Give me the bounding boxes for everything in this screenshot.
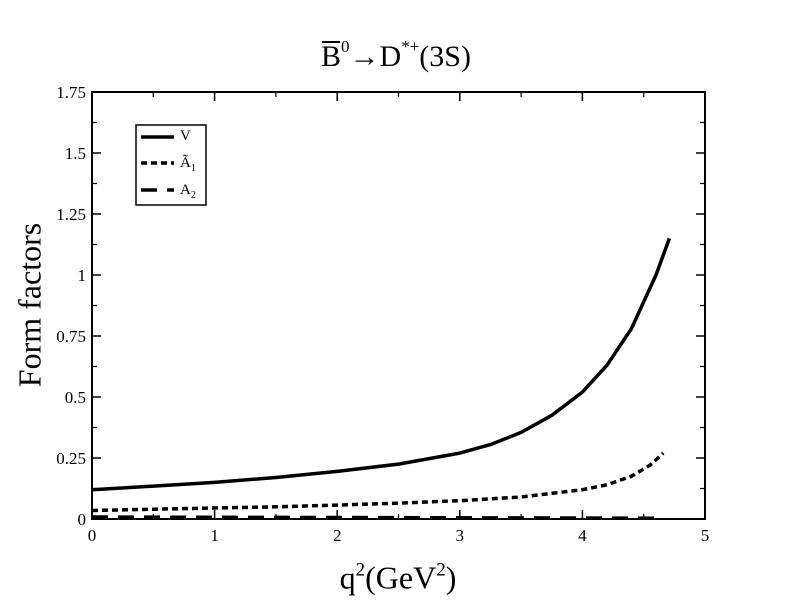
x-tick-label: 3 bbox=[456, 526, 465, 545]
x-axis-label-base: q bbox=[339, 559, 356, 596]
y-tick-label: 1.75 bbox=[56, 83, 86, 102]
y-tick-label: 1.25 bbox=[56, 205, 86, 224]
x-axis-label-unit-open: (GeV bbox=[365, 559, 437, 596]
legend-label-v-name: V bbox=[180, 128, 191, 144]
legend-label-a1-sub: 1 bbox=[190, 163, 196, 174]
x-axis-label-sup: 2 bbox=[355, 559, 366, 581]
x-axis-label: q2(GeV2) bbox=[340, 560, 457, 597]
x-tick-label: 5 bbox=[701, 526, 710, 545]
series-line-1 bbox=[91, 237, 672, 492]
legend-label-a1-name: Ã bbox=[180, 155, 191, 171]
chart-title: B0→D*+(3S) bbox=[0, 37, 792, 74]
x-tick-label: 2 bbox=[333, 526, 342, 545]
legend-label-a2-sub: 2 bbox=[190, 190, 196, 201]
title-parent-sup: 0 bbox=[341, 37, 350, 56]
legend-label-v: V bbox=[180, 128, 191, 144]
x-axis-label-unit-sup: 2 bbox=[436, 559, 446, 581]
x-tick-label: 0 bbox=[88, 526, 97, 545]
y-tick-label: 0.25 bbox=[56, 449, 86, 468]
title-state: (3S) bbox=[419, 40, 471, 73]
legend-label-a2: A2 bbox=[180, 182, 196, 201]
series-line-2 bbox=[91, 451, 665, 513]
legend-label-a2-name: A bbox=[180, 182, 191, 198]
title-parent: B bbox=[321, 40, 342, 73]
x-axis-label-unit-close: ) bbox=[445, 559, 457, 596]
y-tick-label: 0.5 bbox=[65, 388, 86, 407]
x-tick-label: 1 bbox=[210, 526, 219, 545]
title-daughter-sup: *+ bbox=[401, 37, 420, 56]
x-tick-label: 4 bbox=[578, 526, 587, 545]
legend-lines bbox=[135, 124, 207, 206]
title-daughter: D bbox=[379, 40, 402, 73]
legend-label-a1: Ã1 bbox=[180, 155, 196, 174]
y-tick-label: 0.75 bbox=[56, 327, 86, 346]
axis-ticks: 0 1 2 3 4 5 0 0.25 0.5 0.75 1 1.25 1.5 1.75 bbox=[56, 83, 709, 545]
series-lines bbox=[91, 237, 672, 521]
y-tick-label: 1 bbox=[78, 266, 87, 285]
y-tick-label: 0 bbox=[78, 510, 87, 529]
legend-box bbox=[135, 124, 207, 206]
y-tick-label: 1.5 bbox=[65, 144, 86, 163]
y-axis-label: Form factors bbox=[11, 222, 48, 388]
title-arrow: → bbox=[349, 40, 380, 73]
